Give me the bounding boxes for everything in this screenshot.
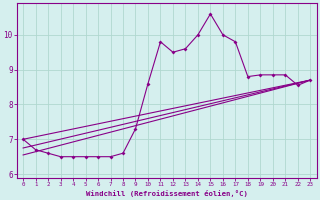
X-axis label: Windchill (Refroidissement éolien,°C): Windchill (Refroidissement éolien,°C) xyxy=(86,190,248,197)
